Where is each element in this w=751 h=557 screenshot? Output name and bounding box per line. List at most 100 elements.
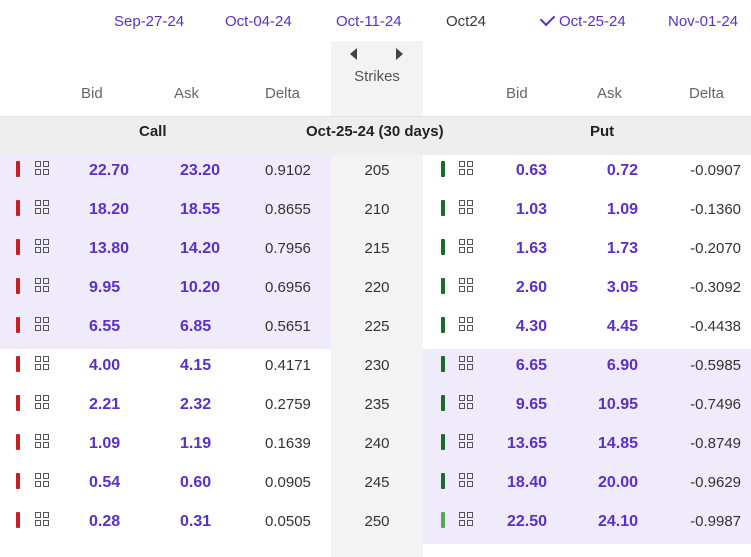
- put-bid[interactable]: 18.40: [506, 474, 547, 491]
- call-label: Call: [139, 123, 167, 140]
- call-ask[interactable]: 14.20: [180, 240, 221, 257]
- call-bid[interactable]: 0.28: [89, 513, 121, 530]
- call-grid-icon[interactable]: [35, 473, 50, 488]
- call-bid[interactable]: 6.55: [89, 318, 121, 335]
- put-ask[interactable]: 0.72: [606, 162, 638, 179]
- put-bid[interactable]: 9.65: [515, 396, 547, 413]
- expiry-tab-oct-04[interactable]: Oct-04-24: [225, 13, 292, 30]
- call-ask[interactable]: 4.15: [180, 357, 212, 374]
- put-ask[interactable]: 1.09: [606, 201, 638, 218]
- call-grid-icon[interactable]: [35, 161, 50, 176]
- call-bid[interactable]: 9.95: [89, 279, 121, 296]
- grid-square: [35, 161, 41, 167]
- grid-square: [43, 356, 49, 362]
- call-grid-icon[interactable]: [35, 512, 50, 527]
- call-sell-bar[interactable]: [16, 200, 20, 216]
- put-grid-icon[interactable]: [459, 278, 474, 293]
- call-ask[interactable]: 6.85: [180, 318, 212, 335]
- put-buy-bar[interactable]: [441, 317, 445, 333]
- put-grid-icon[interactable]: [459, 356, 474, 371]
- put-grid-icon[interactable]: [459, 395, 474, 410]
- call-bid[interactable]: 0.54: [89, 474, 121, 491]
- strike-value: 230: [364, 357, 390, 374]
- call-ask[interactable]: 0.31: [180, 513, 212, 530]
- call-ask[interactable]: 0.60: [180, 474, 212, 491]
- call-grid-icon[interactable]: [35, 395, 50, 410]
- call-sell-bar[interactable]: [16, 239, 20, 255]
- put-delta: -0.1360: [690, 201, 741, 218]
- call-sell-bar[interactable]: [16, 317, 20, 333]
- table-row: 22.70 23.20 0.9102 205 0.63 0.72 -0.0907: [0, 154, 751, 193]
- put-buy-bar[interactable]: [441, 512, 445, 528]
- put-bid[interactable]: 0.63: [515, 162, 547, 179]
- put-grid-icon[interactable]: [459, 161, 474, 176]
- put-buy-bar[interactable]: [441, 278, 445, 294]
- call-sell-bar[interactable]: [16, 512, 20, 528]
- call-grid-icon[interactable]: [35, 434, 50, 449]
- call-bid[interactable]: 18.20: [89, 201, 130, 218]
- section-band: [0, 116, 751, 155]
- grid-square: [35, 247, 41, 253]
- grid-square: [43, 200, 49, 206]
- put-bid[interactable]: 1.03: [515, 201, 547, 218]
- put-buy-bar[interactable]: [441, 395, 445, 411]
- call-cell-bg: [0, 310, 331, 349]
- put-delta: -0.9987: [690, 513, 741, 530]
- expiry-tab-oct-11[interactable]: Oct-11-24: [336, 13, 402, 30]
- expiry-tab-oct-25[interactable]: Oct-25-24: [539, 10, 626, 32]
- expiry-tab-nov-01[interactable]: Nov-01-24: [668, 13, 739, 30]
- call-grid-icon[interactable]: [35, 239, 50, 254]
- expiry-tab-sep-27[interactable]: Sep-27-24: [114, 13, 185, 30]
- call-bid[interactable]: 13.80: [89, 240, 130, 257]
- put-ask[interactable]: 3.05: [606, 279, 638, 296]
- put-bid[interactable]: 22.50: [506, 513, 547, 530]
- put-buy-bar[interactable]: [441, 434, 445, 450]
- put-bid[interactable]: 6.65: [515, 357, 547, 374]
- put-buy-bar[interactable]: [441, 356, 445, 372]
- chevron-left-icon[interactable]: [350, 48, 357, 60]
- put-bid[interactable]: 13.65: [506, 435, 547, 452]
- put-ask[interactable]: 20.00: [597, 474, 638, 491]
- call-bid[interactable]: 1.09: [89, 435, 121, 452]
- put-ask[interactable]: 14.85: [597, 435, 638, 452]
- put-ask[interactable]: 4.45: [606, 318, 638, 335]
- grid-square: [459, 325, 465, 331]
- call-ask[interactable]: 10.20: [180, 279, 221, 296]
- call-ask[interactable]: 2.32: [180, 396, 212, 413]
- put-grid-icon[interactable]: [459, 200, 474, 215]
- chevron-right-icon[interactable]: [396, 48, 403, 60]
- call-grid-icon[interactable]: [35, 278, 50, 293]
- call-bid[interactable]: 22.70: [89, 162, 130, 179]
- put-ask[interactable]: 6.90: [606, 357, 638, 374]
- put-grid-icon[interactable]: [459, 473, 474, 488]
- put-grid-icon[interactable]: [459, 512, 474, 527]
- call-sell-bar[interactable]: [16, 395, 20, 411]
- put-buy-bar[interactable]: [441, 239, 445, 255]
- put-bid[interactable]: 2.60: [515, 279, 547, 296]
- put-buy-bar[interactable]: [441, 161, 445, 177]
- call-grid-icon[interactable]: [35, 200, 50, 215]
- call-grid-icon[interactable]: [35, 317, 50, 332]
- put-buy-bar[interactable]: [441, 200, 445, 216]
- put-grid-icon[interactable]: [459, 434, 474, 449]
- put-bid[interactable]: 4.30: [515, 318, 547, 335]
- call-grid-icon[interactable]: [35, 356, 50, 371]
- call-ask[interactable]: 18.55: [180, 201, 221, 218]
- put-bid[interactable]: 1.63: [515, 240, 547, 257]
- call-sell-bar[interactable]: [16, 473, 20, 489]
- call-ask[interactable]: 1.19: [180, 435, 212, 452]
- put-ask[interactable]: 24.10: [597, 513, 638, 530]
- table-row: 13.80 14.20 0.7956 215 1.63 1.73 -0.2070: [0, 232, 751, 271]
- call-sell-bar[interactable]: [16, 434, 20, 450]
- call-sell-bar[interactable]: [16, 356, 20, 372]
- put-ask[interactable]: 1.73: [606, 240, 638, 257]
- put-grid-icon[interactable]: [459, 239, 474, 254]
- put-buy-bar[interactable]: [441, 473, 445, 489]
- call-bid[interactable]: 4.00: [89, 357, 121, 374]
- put-grid-icon[interactable]: [459, 317, 474, 332]
- put-ask[interactable]: 10.95: [597, 396, 638, 413]
- call-sell-bar[interactable]: [16, 161, 20, 177]
- call-sell-bar[interactable]: [16, 278, 20, 294]
- call-ask[interactable]: 23.20: [180, 162, 221, 179]
- call-bid[interactable]: 2.21: [89, 396, 121, 413]
